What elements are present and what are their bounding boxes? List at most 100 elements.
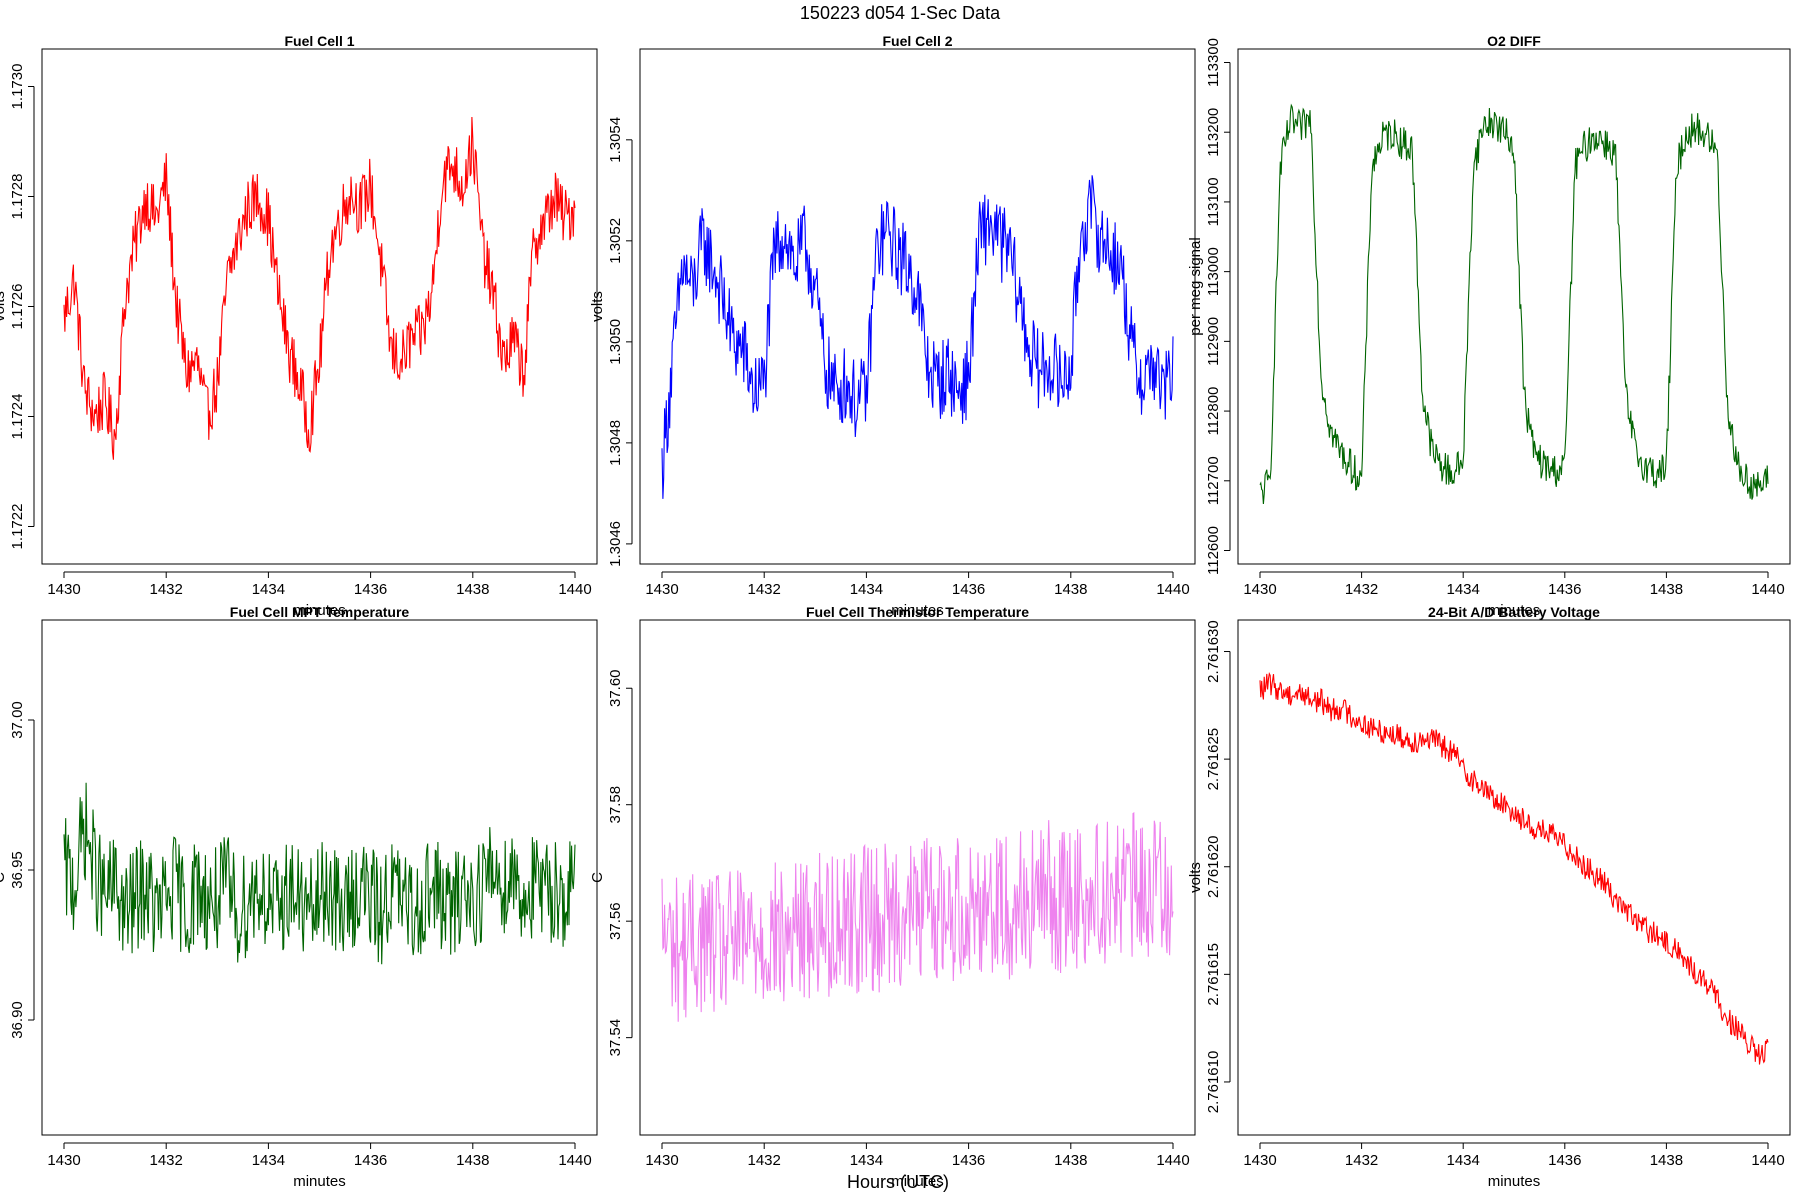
panel-title: Fuel Cell MPT Temperature [230,604,410,620]
plot-frame [41,619,598,1136]
series-line [661,812,1174,1022]
panel-title: Fuel Cell 1 [284,33,354,49]
y-tick-label: 1.1724 [9,394,26,440]
y-tick-label: 1.1730 [9,64,26,110]
y-tick-label: 112600 [1205,526,1222,575]
figure-x-axis-label: Hours (UTC) [847,1172,949,1192]
series-line [1259,103,1769,505]
x-tick-label: 1432 [150,581,183,598]
chart-panel-3: O2 DIFF 1430 1432 1434 1436 1438 1440 minutes 11… [1187,33,1791,619]
chart-panel-5: Fuel Cell Thermistor Temperature 1430 1432… [589,604,1196,1190]
x-tick-label: 1436 [354,581,387,598]
x-tick-label: 1432 [150,1152,183,1169]
y-tick-label: 2.761625 [1205,728,1222,791]
x-tick-label: 1438 [1650,1152,1683,1169]
x-tick-label: 1434 [252,581,285,598]
x-axis-label: minutes [891,602,944,619]
y-tick-label: 2.761620 [1205,835,1222,898]
panel-title: Fuel Cell 2 [882,33,952,49]
x-tick-label: 1440 [1156,581,1189,598]
x-tick-label: 1440 [558,1152,591,1169]
y-tick-label: 37.00 [9,701,26,739]
y-tick-label: 37.60 [607,669,624,707]
x-tick-label: 1432 [1345,581,1378,598]
x-tick-label: 1434 [850,581,883,598]
x-axis-label: minutes [1488,1173,1541,1190]
y-tick-label: 36.95 [9,851,26,889]
y-tick-label: 113200 [1205,108,1222,157]
x-tick-label: 1430 [645,581,678,598]
x-tick-label: 1440 [1751,581,1784,598]
y-tick-label: 2.761610 [1205,1051,1222,1114]
x-tick-label: 1438 [1054,581,1087,598]
x-tick-label: 1436 [354,1152,387,1169]
y-tick-label: 37.58 [607,786,624,824]
y-tick-label: 2.761630 [1205,620,1222,683]
x-axis-label: minutes [293,1173,346,1190]
x-tick-label: 1434 [1447,581,1480,598]
y-tick-label: 112700 [1205,456,1222,505]
x-tick-label: 1432 [748,1152,781,1169]
chart-panel-1: Fuel Cell 1 1430 1432 1434 1436 1438 1440 minut… [0,33,598,619]
y-tick-label: 1.1722 [9,504,26,550]
x-tick-label: 1440 [1751,1152,1784,1169]
y-tick-label: 36.90 [9,1001,26,1039]
y-tick-label: 113100 [1205,177,1222,226]
figure-title: 150223 d054 1-Sec Data [800,3,1001,23]
panel-title: Fuel Cell Thermistor Temperature [806,604,1029,620]
y-axis-label: volts [0,291,8,322]
y-tick-label: 37.56 [607,902,624,940]
y-tick-label: 1.3048 [607,420,624,466]
chart-panel-4: Fuel Cell MPT Temperature 1430 1432 1434 143… [0,604,598,1190]
x-tick-label: 1436 [1548,581,1581,598]
x-tick-label: 1434 [1447,1152,1480,1169]
y-tick-label: 112800 [1205,387,1222,436]
panel-title: O2 DIFF [1487,33,1541,49]
y-axis-label: per meg signal [1187,237,1204,335]
y-tick-label: 113300 [1205,38,1222,87]
plot-frame [41,48,598,565]
chart-panel-2: Fuel Cell 2 1430 1432 1434 1436 1438 1440 minut… [589,33,1196,619]
x-tick-label: 1430 [645,1152,678,1169]
x-tick-label: 1434 [252,1152,285,1169]
x-tick-label: 1438 [456,1152,489,1169]
panels-grid: Fuel Cell 1 1430 1432 1434 1436 1438 1440 minut… [0,33,1791,1190]
x-tick-label: 1430 [1243,1152,1276,1169]
x-axis-label: minutes [293,602,346,619]
y-tick-label: 112900 [1205,317,1222,366]
y-tick-label: 1.3052 [607,218,624,264]
y-tick-label: 1.3050 [607,319,624,365]
x-tick-label: 1432 [1345,1152,1378,1169]
series-line [63,782,576,965]
y-tick-label: 1.1726 [9,284,26,330]
chart-panel-6: 24-Bit A/D Battery Voltage 1430 1432 1434 14… [1187,604,1791,1190]
y-axis-label: volts [1187,862,1204,893]
x-tick-label: 1430 [47,581,80,598]
plot-frame [1237,48,1791,565]
panel-title: 24-Bit A/D Battery Voltage [1428,604,1600,620]
y-tick-label: 2.761615 [1205,943,1222,1006]
x-tick-label: 1432 [748,581,781,598]
x-tick-label: 1438 [1650,581,1683,598]
y-tick-label: 37.54 [607,1019,624,1057]
x-tick-label: 1440 [1156,1152,1189,1169]
series-line [661,175,1174,499]
series-line [63,116,576,460]
y-axis-label: volts [589,291,606,322]
y-axis-label: C [0,872,8,883]
x-tick-label: 1438 [456,581,489,598]
x-tick-label: 1430 [1243,581,1276,598]
x-tick-label: 1438 [1054,1152,1087,1169]
x-tick-label: 1434 [850,1152,883,1169]
y-tick-label: 1.3046 [607,521,624,567]
y-tick-label: 1.1728 [9,174,26,220]
y-tick-label: 1.3054 [607,117,624,163]
y-tick-label: 113000 [1205,247,1222,296]
x-axis-label: minutes [1488,602,1541,619]
x-axis-label: minutes [891,1173,944,1190]
y-axis-label: C [589,872,606,883]
series-line [1259,671,1769,1065]
plot-frame [1237,619,1791,1136]
plot-frame [639,619,1196,1136]
